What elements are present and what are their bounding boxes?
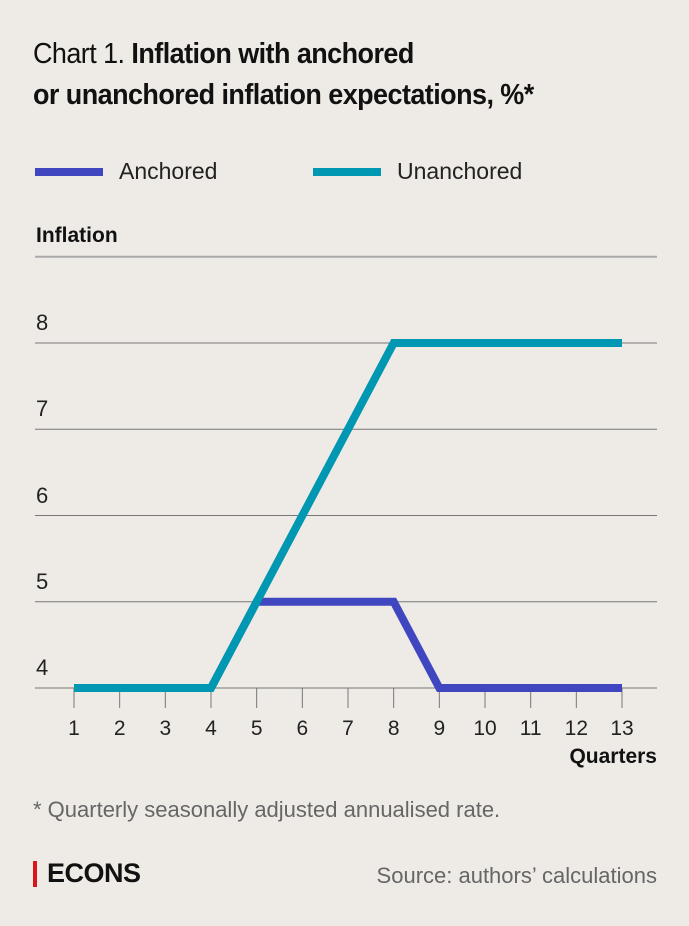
y-axis-label: Inflation	[36, 224, 118, 247]
y-tick-label: 6	[36, 482, 49, 508]
legend-item-anchored: Anchored	[35, 158, 217, 185]
title-line-2: or unanchored inflation expectations, %*	[33, 79, 534, 111]
x-tick-label: 12	[564, 717, 588, 740]
series-line-unanchored	[74, 339, 622, 692]
series-line-anchored	[74, 597, 622, 692]
legend-swatch-unanchored	[313, 167, 381, 176]
x-tick-label: 13	[610, 717, 634, 740]
y-tick-label: 8	[36, 310, 49, 335]
logo-text: ECONS	[47, 858, 141, 888]
x-tick-label: 6	[296, 717, 309, 740]
y-tick-label: 5	[36, 568, 49, 594]
econs-logo: ECONS	[33, 858, 141, 889]
x-tick-label: 8	[387, 717, 400, 740]
x-tick-label: 9	[433, 717, 446, 740]
y-tick-label: 7	[36, 396, 49, 422]
source-note: Source: authors’ calculations	[376, 863, 657, 888]
y-tick-label: 4	[36, 655, 49, 680]
x-tick-label: 5	[250, 717, 263, 740]
x-axis-label: Quarters	[569, 745, 657, 768]
title-line-1: Inflation with anchored	[131, 38, 414, 70]
legend-label-anchored: Anchored	[119, 158, 218, 184]
x-tick-label: 2	[113, 717, 126, 740]
x-tick-label: 10	[473, 717, 497, 740]
logo-bar	[33, 860, 37, 887]
x-tick-label: 1	[68, 717, 80, 740]
x-tick-label: 7	[342, 717, 354, 740]
x-tick-label: 4	[205, 717, 217, 740]
legend-item-unanchored: Unanchored	[313, 158, 522, 185]
chart-title: Chart 1. Inflation with anchored or unan…	[33, 34, 534, 116]
x-tick-label: 11	[519, 717, 542, 740]
x-tick-label: 3	[159, 717, 172, 740]
legend-label-unanchored: Unanchored	[397, 158, 523, 184]
legend-swatch-anchored	[35, 167, 103, 176]
title-prefix: Chart 1.	[33, 38, 125, 70]
footnote: * Quarterly seasonally adjusted annualis…	[33, 797, 501, 822]
